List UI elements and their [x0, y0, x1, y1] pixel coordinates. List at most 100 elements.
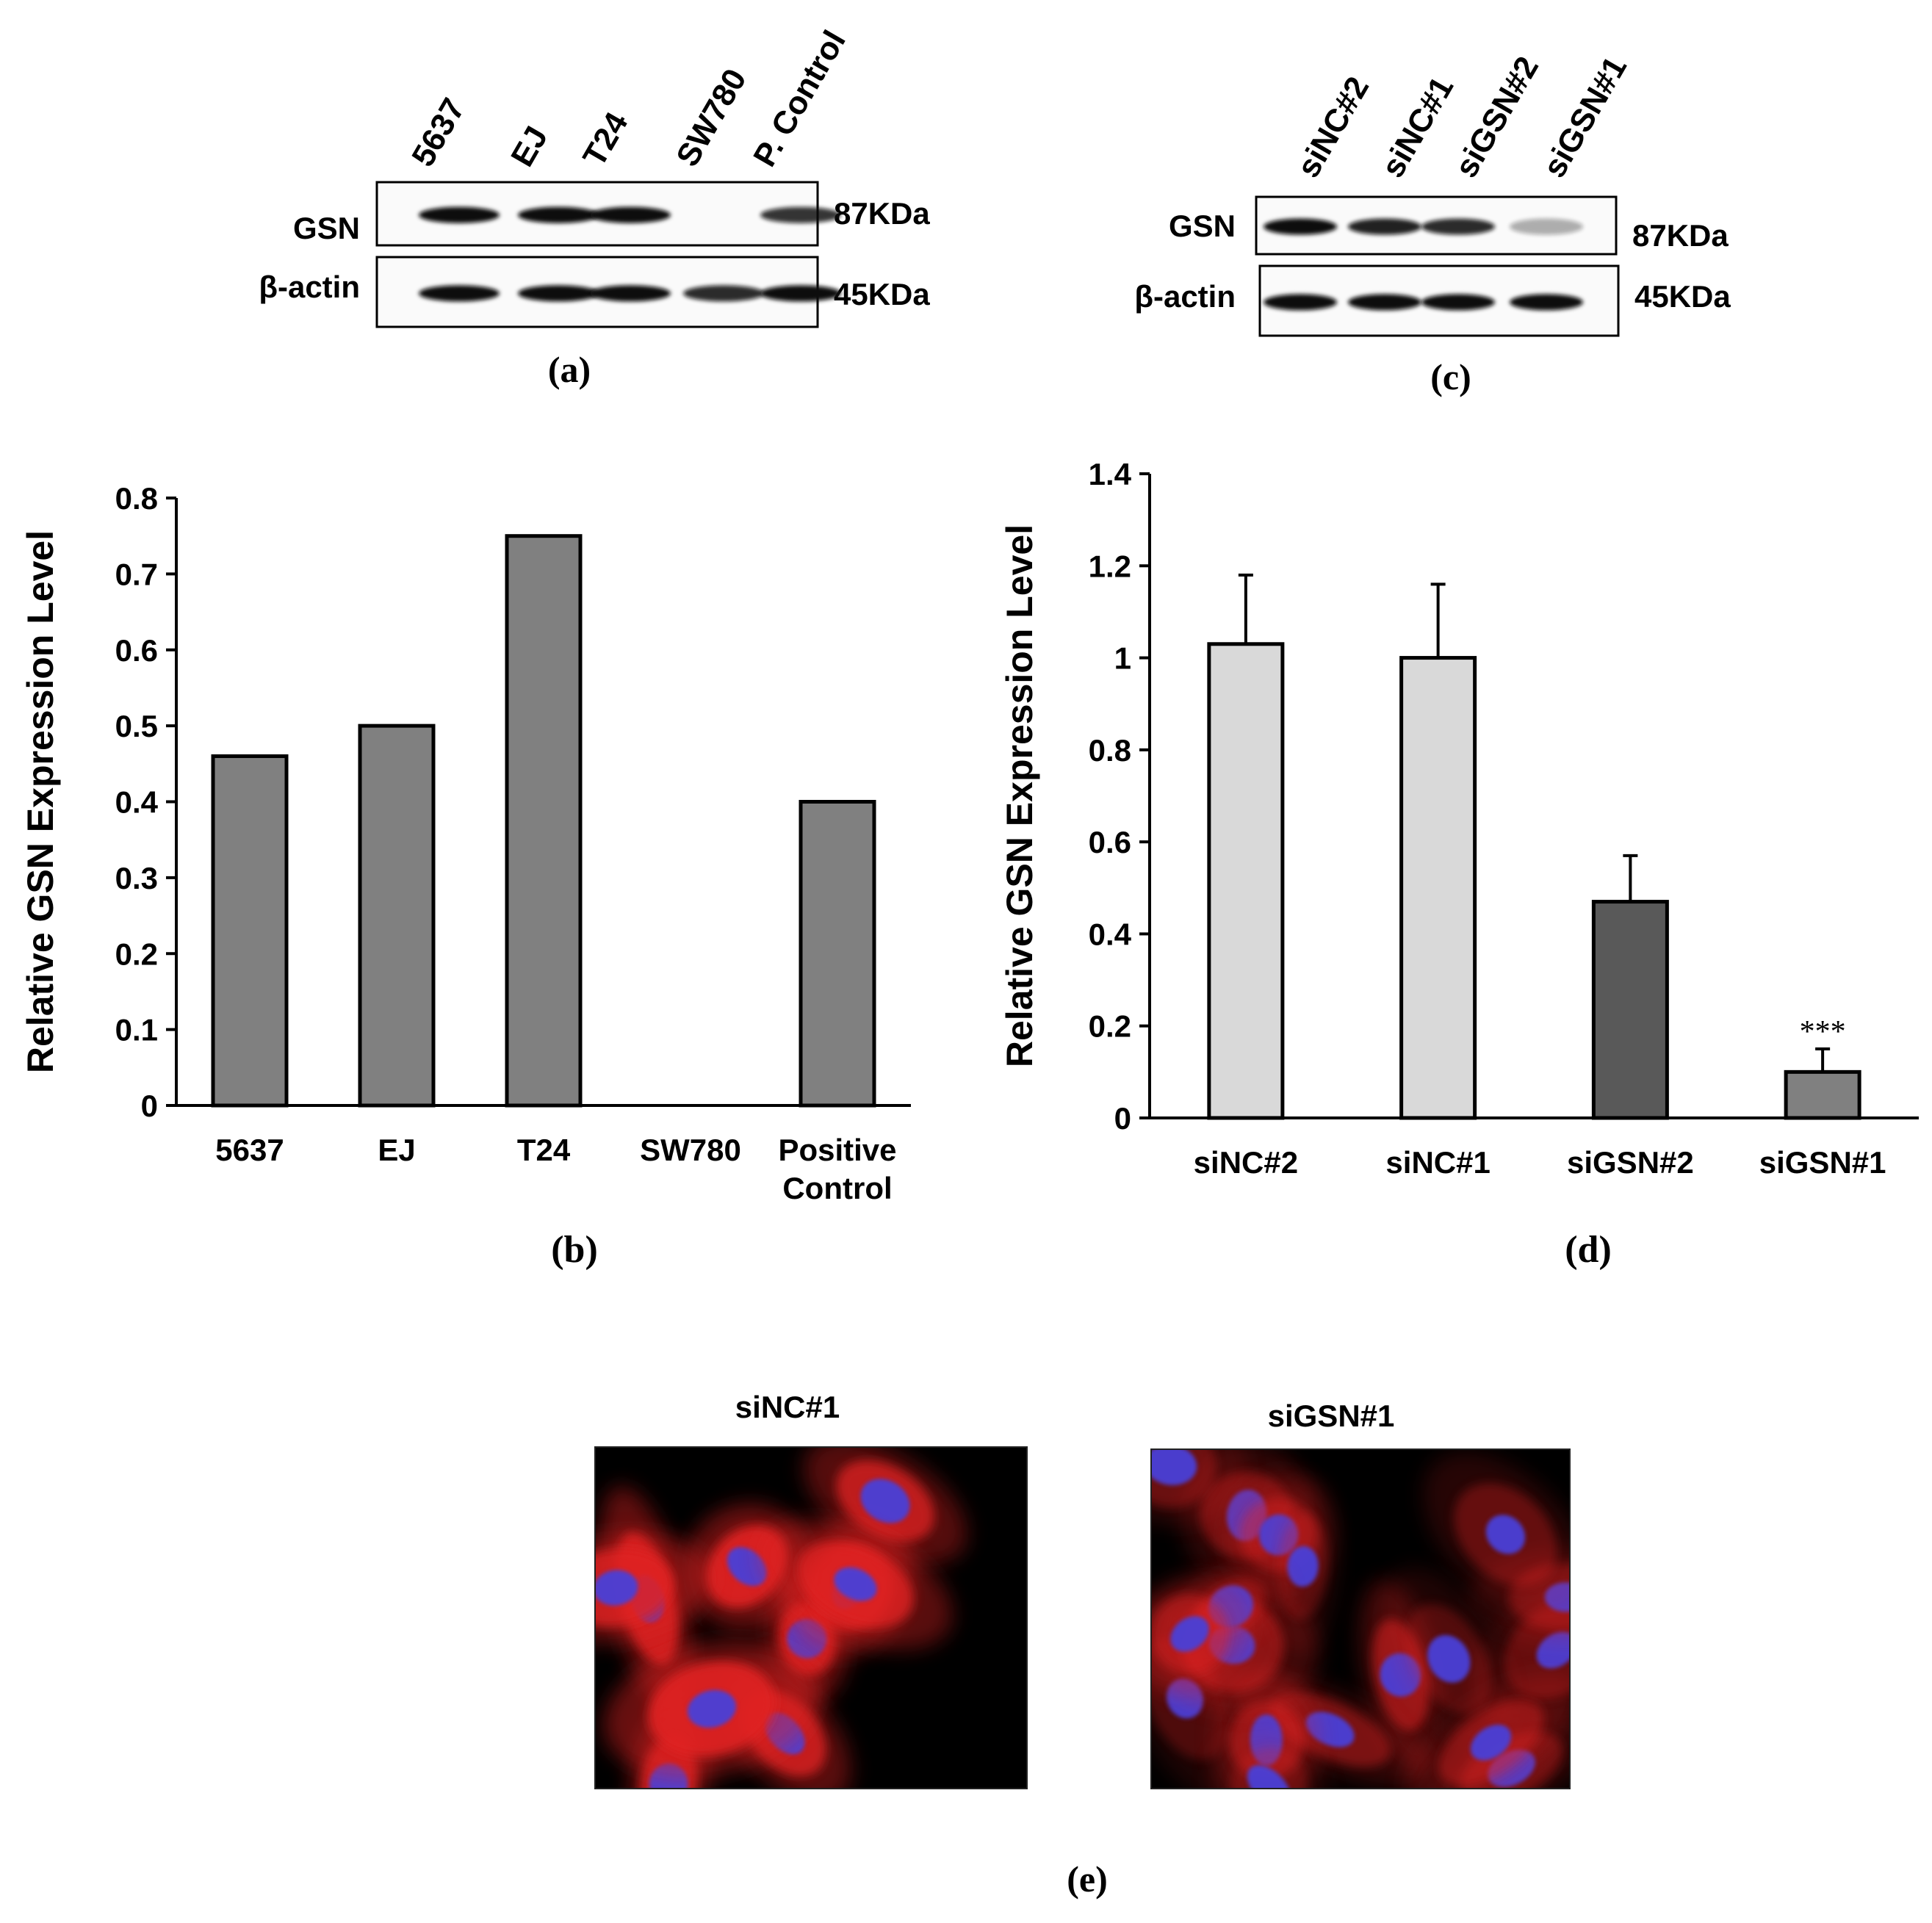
nucleus	[1427, 1635, 1471, 1683]
bar	[1591, 900, 1669, 1120]
y-tick-label: 1.2	[1089, 549, 1131, 583]
bar	[358, 724, 436, 1108]
y-tick-label: 0.6	[1089, 825, 1131, 859]
blot-band	[419, 285, 500, 302]
blot-band	[683, 285, 764, 302]
nucleus	[1151, 1449, 1197, 1485]
y-tick-label: 0.1	[115, 1013, 158, 1047]
y-tick-label: 1.4	[1089, 457, 1132, 491]
blot-band	[1348, 294, 1421, 311]
nucleus	[1470, 1725, 1512, 1761]
nucleus	[1287, 1545, 1319, 1587]
nucleus	[595, 1570, 638, 1606]
nucleus	[834, 1567, 877, 1601]
x-tick-label: Control	[782, 1171, 892, 1205]
micrograph-sinc1	[594, 1446, 1028, 1789]
protein-label: GSN	[1169, 209, 1236, 243]
protein-label: GSN	[293, 211, 360, 245]
blot-band	[760, 285, 841, 302]
micrograph-border	[1150, 1448, 1571, 1789]
nucleus	[860, 1479, 910, 1523]
y-tick-label: 0.3	[115, 861, 158, 895]
blot-band	[518, 206, 599, 223]
y-tick-label: 0.8	[115, 481, 158, 516]
x-tick-label: siNC#1	[1385, 1145, 1490, 1180]
micrograph-border	[594, 1446, 1028, 1789]
lane-label: siNC#1	[1374, 71, 1460, 184]
blot-band	[1510, 218, 1583, 235]
bar-chart-d: 0 0.2 0.4 0.6 0.8 1 1.2 1.4 Relative GSN Express…	[999, 457, 1919, 1180]
caption-b: (b)	[551, 1229, 598, 1271]
nucleus	[1485, 1515, 1526, 1554]
blot-band	[518, 285, 599, 302]
protein-label: β-actin	[259, 270, 360, 304]
bar-chart-b: 0 0.1 0.2 0.3 0.4 0.5 0.6 0.7 0.8 Relative GSN Ex…	[20, 481, 911, 1205]
y-tick-label: 0.6	[115, 633, 158, 668]
significance-marker: ***	[1800, 1015, 1846, 1049]
micrograph-sigsn1	[1150, 1448, 1571, 1789]
x-tick-label: siGSN#2	[1567, 1145, 1694, 1180]
caption-c: (c)	[1430, 356, 1471, 397]
x-tick-label: Positive	[778, 1133, 896, 1167]
bar	[1207, 642, 1285, 1120]
y-tick-label: 0.2	[1089, 1009, 1131, 1044]
size-label: 87KDa	[834, 196, 930, 231]
lane-label: EJ	[504, 120, 555, 173]
blot-band	[1264, 294, 1337, 311]
y-axis-label: Relative GSN Expression Level	[20, 530, 61, 1073]
bar	[1784, 1069, 1861, 1120]
protein-label: β-actin	[1134, 279, 1236, 314]
lane-label: T24	[576, 106, 635, 173]
fluorescence-panel-e: siNC#1 siGSN#1	[594, 1390, 1571, 1789]
x-tick-label: siNC#2	[1194, 1145, 1298, 1180]
caption-a: (a)	[548, 349, 591, 390]
blot-band	[419, 206, 500, 223]
nucleus	[1247, 1765, 1291, 1789]
bar	[799, 800, 876, 1108]
blot-band	[590, 206, 671, 223]
y-tick-label: 0	[141, 1089, 158, 1123]
lane-label: siGSN#2	[1448, 51, 1546, 184]
y-tick-label: 0.7	[115, 557, 158, 591]
blot-band	[1264, 218, 1337, 235]
bar	[211, 754, 289, 1108]
lane-label: 5637	[405, 93, 472, 173]
nucleus	[1170, 1616, 1209, 1652]
x-tick-label: SW780	[640, 1133, 741, 1167]
y-tick-label: 0	[1114, 1101, 1131, 1136]
micrograph-title: siGSN#1	[1268, 1399, 1395, 1433]
size-label: 87KDa	[1632, 218, 1729, 253]
lane-label: P. Control	[746, 24, 853, 173]
nucleus	[687, 1689, 737, 1728]
x-tick-label: EJ	[378, 1133, 415, 1167]
size-label: 45KDa	[834, 277, 930, 311]
lane-label: SW780	[669, 63, 754, 173]
bar	[505, 534, 583, 1108]
y-tick-label: 1	[1114, 641, 1131, 676]
blot-band	[590, 285, 671, 302]
blot-band	[760, 206, 841, 223]
y-tick-label: 0.8	[1089, 733, 1131, 768]
x-tick-label: siGSN#1	[1759, 1145, 1886, 1180]
lane-label: siGSN#1	[1536, 51, 1634, 184]
bar	[1399, 656, 1477, 1120]
blot-band	[1510, 294, 1583, 311]
y-tick-label: 0.2	[115, 937, 158, 971]
blot-band	[1421, 218, 1495, 235]
x-tick-label: 5637	[215, 1133, 284, 1167]
lane-label: siNC#2	[1290, 71, 1376, 184]
x-tick-label: T24	[517, 1133, 571, 1167]
blot-band	[1421, 294, 1495, 311]
nucleus	[727, 1547, 767, 1587]
caption-d: (d)	[1565, 1229, 1612, 1271]
y-tick-label: 0.4	[115, 785, 159, 820]
size-label: 45KDa	[1634, 279, 1731, 314]
y-axis-label: Relative GSN Expression Level	[999, 524, 1040, 1067]
y-tick-label: 0.5	[115, 709, 158, 743]
caption-e: (e)	[1067, 1858, 1108, 1899]
y-tick-label: 0.4	[1089, 917, 1132, 951]
micrograph-title: siNC#1	[735, 1390, 840, 1424]
